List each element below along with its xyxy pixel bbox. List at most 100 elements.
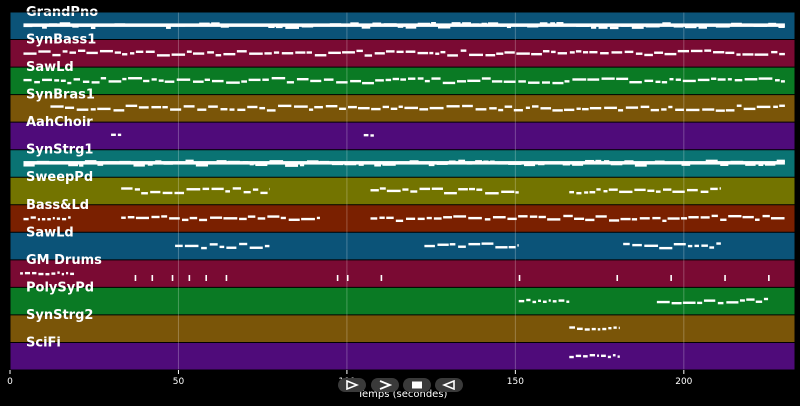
note <box>90 26 96 29</box>
note <box>86 51 98 55</box>
note <box>675 78 681 81</box>
note <box>612 354 616 357</box>
note <box>690 49 703 53</box>
note <box>688 216 699 219</box>
note <box>576 107 581 110</box>
note <box>288 218 300 221</box>
note <box>617 355 620 358</box>
note <box>736 53 741 56</box>
note <box>275 25 283 29</box>
note <box>69 51 76 54</box>
note <box>661 81 668 84</box>
track-label: PolySyPd <box>26 280 94 295</box>
note <box>569 326 576 329</box>
note <box>552 109 563 112</box>
note <box>375 79 384 82</box>
drum-hit <box>134 274 137 281</box>
note <box>32 271 37 275</box>
note <box>398 105 403 108</box>
note <box>249 246 263 249</box>
note <box>30 216 36 219</box>
note <box>468 216 482 220</box>
note <box>508 245 516 249</box>
note <box>236 50 247 53</box>
note <box>223 52 236 56</box>
note <box>618 326 620 330</box>
note <box>607 355 611 359</box>
note <box>259 106 266 110</box>
note <box>37 218 40 221</box>
drum-hit <box>151 274 154 281</box>
note <box>285 164 299 167</box>
note <box>417 217 425 221</box>
note <box>364 54 373 57</box>
note <box>447 54 458 57</box>
note <box>616 77 629 81</box>
drum-hit <box>188 274 191 281</box>
drum-hit <box>768 274 770 281</box>
note <box>323 78 334 81</box>
drum-hit <box>518 274 521 281</box>
note <box>211 79 224 83</box>
drum-hit <box>171 274 174 281</box>
note <box>357 106 370 110</box>
note <box>734 78 743 82</box>
note <box>659 246 673 250</box>
note <box>654 51 664 54</box>
note <box>417 51 429 55</box>
note <box>558 299 565 302</box>
note <box>278 104 292 108</box>
note <box>62 50 68 53</box>
note <box>271 76 286 80</box>
note <box>286 81 294 84</box>
note <box>442 81 456 85</box>
note <box>122 77 127 81</box>
note <box>644 244 659 247</box>
forward-button[interactable] <box>371 378 399 392</box>
play-button[interactable] <box>338 378 366 392</box>
note <box>91 81 100 84</box>
note <box>108 80 122 83</box>
drum-hit <box>616 274 619 281</box>
note <box>386 189 401 193</box>
note <box>682 79 696 83</box>
note <box>56 217 61 220</box>
back-button[interactable] <box>435 378 463 392</box>
note <box>255 163 268 167</box>
track-band <box>10 122 795 150</box>
note <box>602 327 607 331</box>
note <box>763 297 769 301</box>
note <box>585 218 595 222</box>
note <box>66 271 69 275</box>
note <box>481 77 491 80</box>
note <box>776 159 785 163</box>
note <box>68 163 79 167</box>
note <box>247 215 256 218</box>
note <box>541 81 550 84</box>
track-label: SynStrg2 <box>26 308 93 323</box>
track-band <box>10 94 795 123</box>
note <box>775 79 780 82</box>
note <box>281 52 294 55</box>
note <box>325 104 338 108</box>
note <box>632 243 642 247</box>
note <box>672 190 685 193</box>
track-band <box>10 232 795 260</box>
note <box>239 217 247 221</box>
note <box>655 190 661 193</box>
note <box>444 191 457 195</box>
note <box>700 216 710 219</box>
note <box>67 81 72 85</box>
note <box>138 106 149 109</box>
note <box>437 243 449 246</box>
note <box>631 26 644 29</box>
note <box>491 80 503 83</box>
note <box>518 215 528 218</box>
note <box>135 50 144 53</box>
note <box>264 52 272 55</box>
note <box>644 79 654 83</box>
note <box>57 271 60 274</box>
stop-button[interactable] <box>403 378 431 392</box>
note <box>419 108 429 111</box>
